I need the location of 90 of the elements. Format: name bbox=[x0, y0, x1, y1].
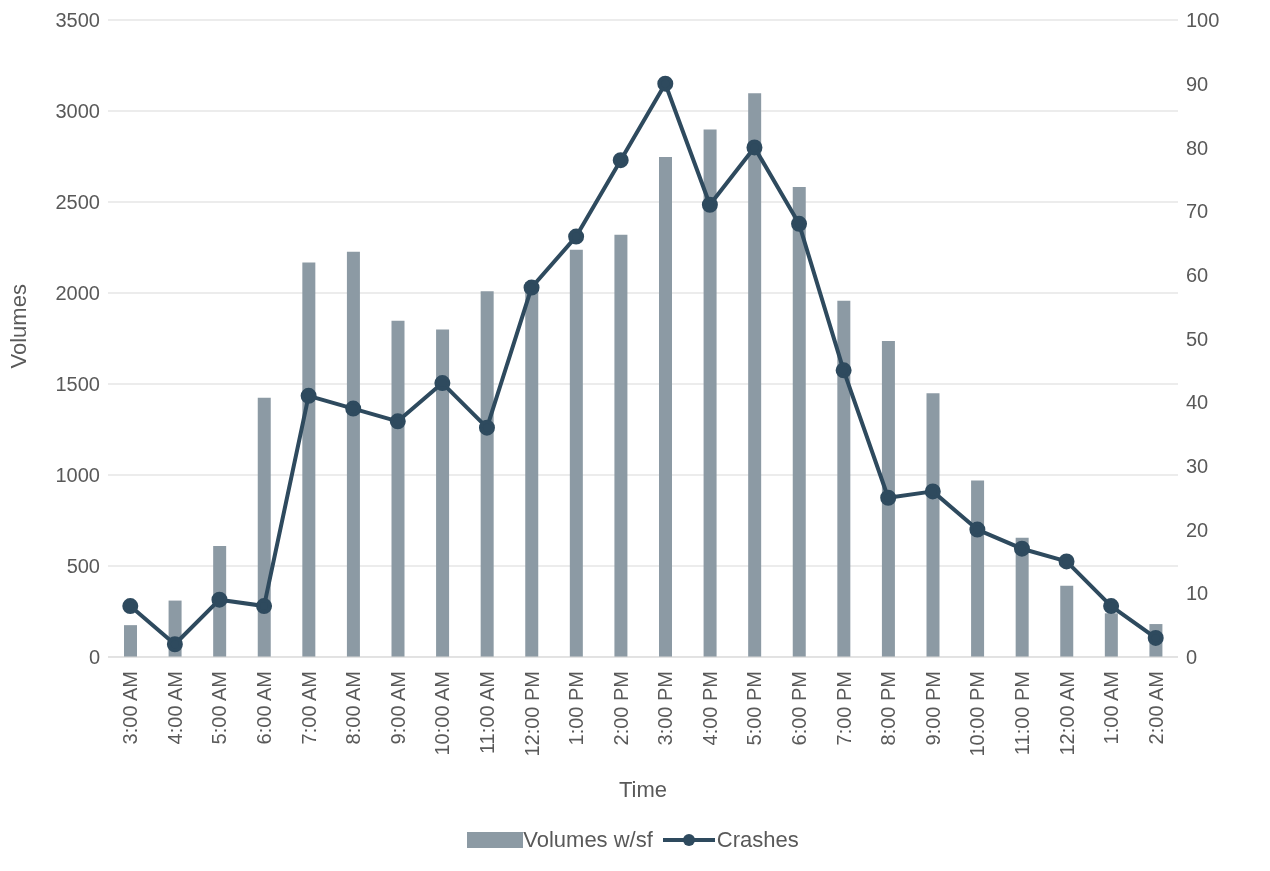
bar bbox=[837, 300, 851, 657]
bar bbox=[1060, 585, 1074, 657]
y-tick-label: 3000 bbox=[55, 100, 100, 123]
y2-tick-label: 50 bbox=[1186, 327, 1209, 350]
bar bbox=[926, 393, 940, 657]
bar bbox=[703, 129, 717, 657]
x-tick-label: 10:00 PM bbox=[966, 671, 989, 757]
y-axis-title: Volumes bbox=[5, 284, 31, 369]
x-tick-label: 11:00 AM bbox=[475, 671, 498, 755]
x-tick-label: 10:00 AM bbox=[431, 671, 454, 756]
x-tick-label: 7:00 AM bbox=[297, 671, 320, 745]
x-tick-label: 8:00 AM bbox=[342, 671, 365, 745]
x-tick-label: 3:00 AM bbox=[119, 671, 142, 745]
point bbox=[1058, 553, 1075, 570]
x-tick-label: 1:00 AM bbox=[1100, 671, 1123, 745]
point bbox=[612, 152, 629, 169]
point bbox=[568, 228, 585, 245]
y2-tick-label: 0 bbox=[1186, 646, 1198, 669]
point bbox=[389, 413, 406, 430]
x-tick-label: 2:00 PM bbox=[609, 671, 632, 746]
y-tick-label: 2500 bbox=[55, 191, 100, 214]
bar bbox=[792, 186, 806, 657]
x-tick-label: 6:00 PM bbox=[788, 671, 811, 746]
point bbox=[300, 387, 317, 404]
bar bbox=[1104, 613, 1118, 657]
y2-tick-label: 60 bbox=[1186, 263, 1209, 286]
point bbox=[256, 598, 273, 615]
legend-label: Volumes w/sf bbox=[523, 827, 653, 853]
bar bbox=[346, 251, 360, 657]
point bbox=[1103, 598, 1120, 615]
point bbox=[211, 591, 228, 608]
x-tick-label: 6:00 AM bbox=[253, 671, 276, 745]
point bbox=[166, 636, 183, 653]
x-axis-title: Time bbox=[618, 777, 668, 802]
bar bbox=[881, 341, 895, 657]
x-tick-label: 11:00 PM bbox=[1010, 671, 1033, 756]
y-tick-label: 500 bbox=[66, 555, 100, 578]
point bbox=[791, 215, 808, 232]
bar bbox=[302, 262, 316, 657]
bar bbox=[257, 397, 271, 657]
point bbox=[1147, 629, 1164, 646]
y2-tick-label: 100 bbox=[1186, 9, 1220, 32]
bar bbox=[436, 329, 450, 657]
y2-tick-label: 20 bbox=[1186, 518, 1209, 541]
y2-tick-label: 90 bbox=[1186, 72, 1209, 95]
y2-tick-label: 70 bbox=[1186, 200, 1209, 223]
x-tick-label: 9:00 AM bbox=[386, 671, 409, 745]
point bbox=[969, 521, 986, 538]
point bbox=[924, 483, 941, 500]
x-tick-label: 5:00 AM bbox=[208, 671, 231, 745]
point bbox=[122, 598, 139, 615]
y2-tick-label: 80 bbox=[1186, 136, 1209, 159]
y-tick-label: 3500 bbox=[55, 9, 100, 32]
bar bbox=[124, 625, 137, 657]
x-tick-label: 12:00 PM bbox=[520, 671, 543, 757]
point bbox=[345, 400, 362, 417]
legend-label: Crashes bbox=[716, 827, 799, 853]
x-tick-label: 1:00 PM bbox=[565, 671, 588, 746]
y2-tick-label: 40 bbox=[1186, 391, 1209, 414]
y2-tick-label: 30 bbox=[1186, 455, 1209, 477]
point bbox=[478, 419, 495, 436]
y2-tick-label: 10 bbox=[1186, 582, 1209, 605]
x-tick-label: 5:00 PM bbox=[743, 671, 766, 746]
x-tick-label: 3:00 PM bbox=[654, 671, 677, 746]
x-tick-label: 8:00 PM bbox=[877, 671, 900, 746]
bar bbox=[391, 320, 405, 657]
x-tick-label: 4:00 PM bbox=[698, 671, 721, 746]
point bbox=[746, 139, 763, 156]
point bbox=[835, 362, 852, 379]
x-tick-label: 12:00 AM bbox=[1055, 671, 1078, 756]
y-tick-label: 1000 bbox=[55, 464, 100, 487]
point bbox=[657, 75, 674, 92]
x-tick-label: 9:00 PM bbox=[921, 671, 944, 746]
bar bbox=[971, 480, 985, 657]
x-tick-label: 7:00 PM bbox=[832, 671, 855, 746]
x-tick-label: 2:00 AM bbox=[1144, 671, 1167, 745]
point bbox=[1013, 540, 1030, 557]
point bbox=[880, 489, 897, 506]
point bbox=[701, 196, 718, 213]
point bbox=[523, 279, 540, 296]
y-tick-label: 1500 bbox=[55, 373, 100, 396]
bar bbox=[569, 249, 583, 657]
y-tick-label: 2000 bbox=[55, 282, 100, 305]
bar bbox=[480, 291, 494, 657]
x-tick-label: 4:00 AM bbox=[163, 671, 186, 745]
bar bbox=[614, 234, 628, 657]
y-tick-label: 0 bbox=[88, 646, 100, 669]
point bbox=[434, 375, 451, 392]
bar bbox=[748, 93, 762, 657]
bar bbox=[659, 157, 672, 657]
